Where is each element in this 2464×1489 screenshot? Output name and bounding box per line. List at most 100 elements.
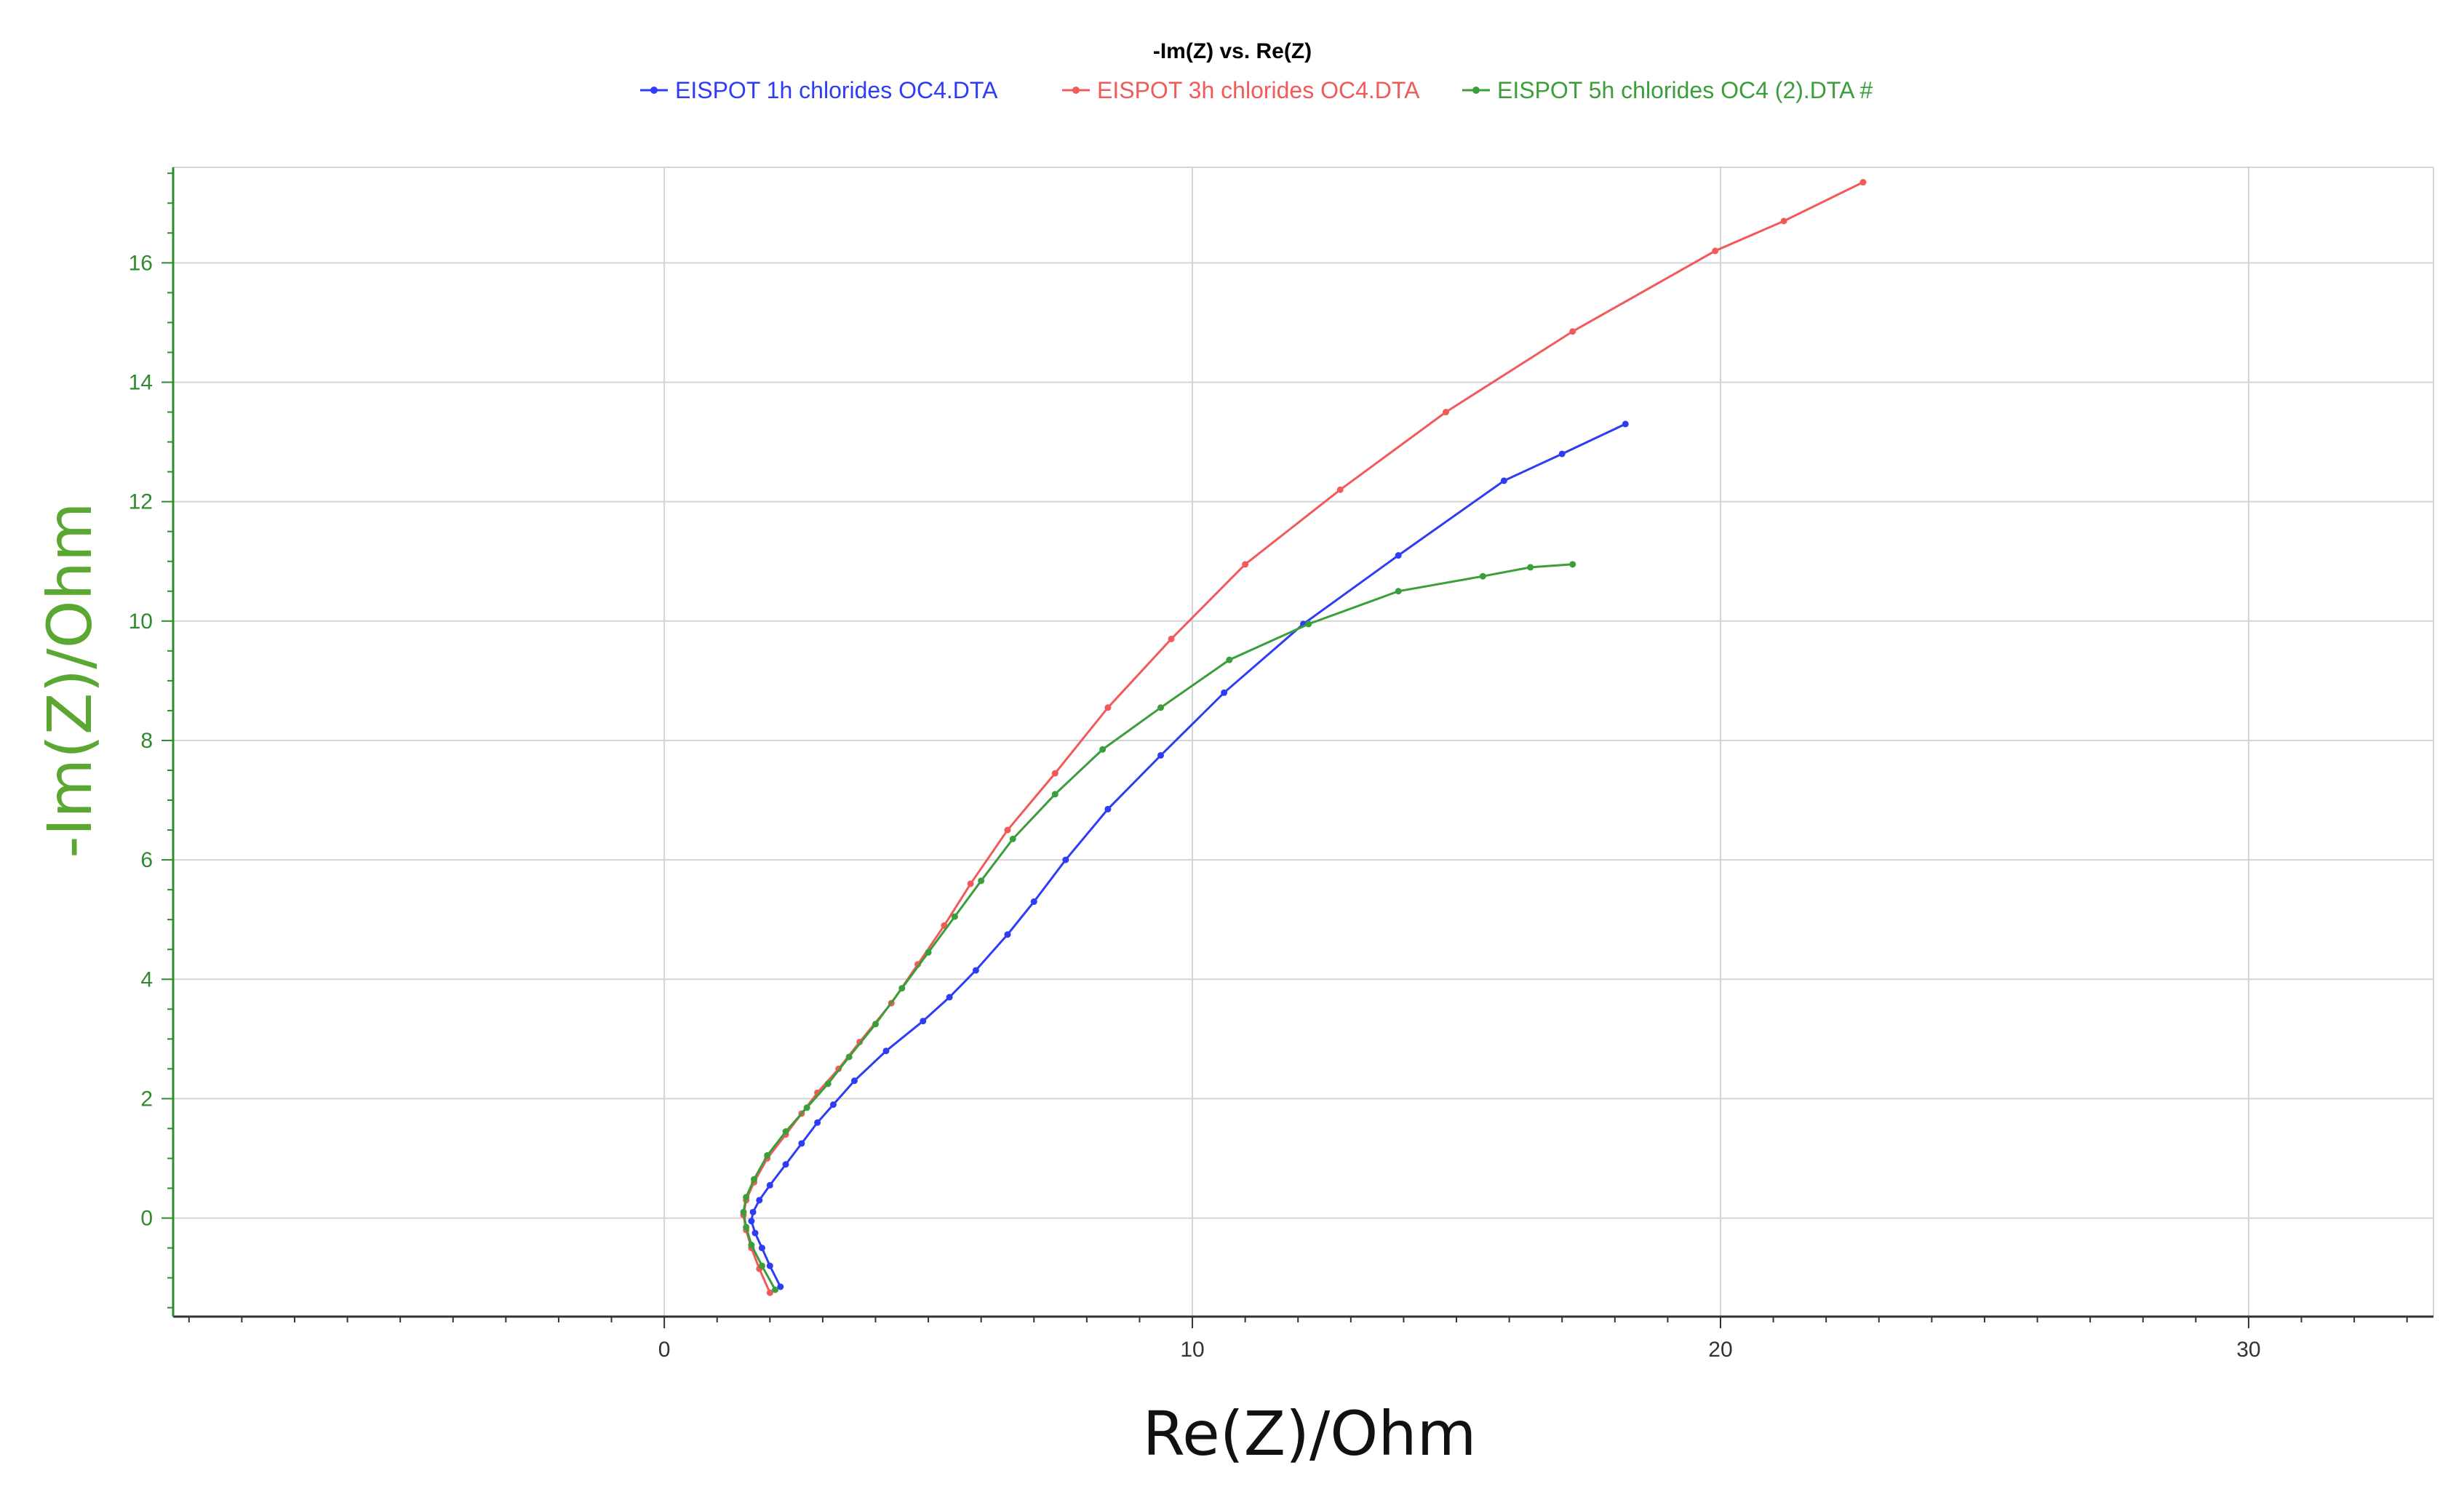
data-point bbox=[814, 1119, 821, 1126]
legend-item: EISPOT 3h chlorides OC4.DTA bbox=[1062, 77, 1420, 103]
chart-title: -Im(Z) vs. Re(Z) bbox=[1153, 39, 1312, 63]
data-point bbox=[1030, 898, 1037, 906]
data-point bbox=[748, 1218, 755, 1225]
series-layer bbox=[740, 179, 1867, 1296]
legend-marker bbox=[1072, 87, 1080, 94]
data-point bbox=[972, 967, 979, 974]
data-point bbox=[751, 1175, 758, 1183]
data-point bbox=[1500, 477, 1507, 484]
data-point bbox=[1157, 704, 1164, 711]
data-point bbox=[782, 1128, 789, 1135]
data-point bbox=[1527, 564, 1534, 571]
data-point bbox=[758, 1262, 765, 1269]
data-point bbox=[951, 913, 958, 920]
data-point bbox=[1062, 856, 1069, 863]
data-point bbox=[845, 1053, 853, 1061]
data-point bbox=[1051, 770, 1058, 777]
x-tick-label: 20 bbox=[1708, 1338, 1732, 1362]
x-axis-label: Re(Z)/Ohm bbox=[1143, 1398, 1477, 1469]
data-point bbox=[967, 880, 974, 887]
data-point bbox=[1104, 704, 1112, 711]
y-axis-label: -Im(Z)/Ohm bbox=[34, 502, 105, 858]
y-tick-label: 14 bbox=[129, 370, 153, 394]
y-tick-label: 4 bbox=[140, 967, 153, 991]
x-tick-labels: 0 10 20 30 bbox=[658, 1338, 2261, 1362]
data-point bbox=[766, 1289, 773, 1296]
data-point bbox=[748, 1242, 755, 1249]
y-tick-label: 6 bbox=[140, 848, 153, 872]
data-point bbox=[1104, 805, 1112, 813]
data-point bbox=[1569, 328, 1576, 335]
data-point bbox=[872, 1021, 879, 1028]
data-point bbox=[782, 1161, 789, 1168]
data-point bbox=[772, 1286, 779, 1293]
legend-label: EISPOT 5h chlorides OC4 (2).DTA # bbox=[1497, 77, 1873, 103]
y-tick-label: 10 bbox=[129, 610, 153, 634]
y-tick-label: 8 bbox=[140, 729, 153, 753]
data-point bbox=[946, 994, 953, 1001]
data-point bbox=[824, 1080, 832, 1087]
data-point bbox=[1157, 751, 1164, 759]
data-point bbox=[850, 1077, 858, 1085]
data-point bbox=[740, 1208, 747, 1215]
data-point bbox=[743, 1223, 750, 1231]
x-tick-label: 10 bbox=[1180, 1338, 1204, 1362]
data-point bbox=[758, 1245, 765, 1252]
data-point bbox=[829, 1101, 837, 1109]
data-point bbox=[1569, 561, 1576, 568]
legend-item: EISPOT 5h chlorides OC4 (2).DTA # bbox=[1462, 77, 1873, 103]
data-point bbox=[1004, 931, 1011, 938]
data-point bbox=[1226, 656, 1233, 663]
data-point bbox=[1004, 826, 1011, 834]
data-point bbox=[920, 1018, 927, 1025]
legend-label: EISPOT 1h chlorides OC4.DTA bbox=[675, 77, 998, 103]
x-tick-label: 0 bbox=[658, 1338, 671, 1362]
legend-marker bbox=[650, 87, 658, 94]
data-point bbox=[1859, 179, 1867, 186]
data-point bbox=[751, 1229, 759, 1237]
data-point bbox=[1168, 635, 1175, 642]
data-point bbox=[1622, 420, 1629, 428]
data-point bbox=[898, 985, 906, 992]
series-line bbox=[750, 423, 1626, 1288]
y-tick-label: 12 bbox=[129, 490, 153, 514]
legend-marker bbox=[1472, 87, 1480, 94]
data-point bbox=[1443, 409, 1450, 416]
data-point bbox=[766, 1262, 773, 1269]
data-point bbox=[1099, 746, 1107, 753]
data-point bbox=[777, 1283, 784, 1290]
y-tick-label: 16 bbox=[129, 251, 153, 275]
data-point bbox=[1221, 689, 1228, 696]
data-point bbox=[1051, 791, 1058, 798]
data-point bbox=[1305, 620, 1312, 628]
axes bbox=[162, 167, 2433, 1328]
x-tick-label: 30 bbox=[2236, 1338, 2260, 1362]
series-3 bbox=[740, 561, 1576, 1293]
data-point bbox=[1242, 561, 1249, 568]
legend: EISPOT 1h chlorides OC4.DTA EISPOT 3h chl… bbox=[640, 77, 1873, 103]
data-point bbox=[1558, 450, 1566, 458]
legend-label: EISPOT 3h chlorides OC4.DTA bbox=[1097, 77, 1420, 103]
data-point bbox=[798, 1140, 805, 1147]
data-point bbox=[1395, 588, 1402, 595]
data-point bbox=[882, 1047, 890, 1055]
data-point bbox=[925, 949, 932, 956]
series-1 bbox=[748, 420, 1629, 1290]
data-point bbox=[1712, 247, 1719, 255]
data-point bbox=[1780, 217, 1787, 225]
data-point bbox=[803, 1104, 810, 1111]
data-point bbox=[749, 1208, 757, 1215]
grid-lines bbox=[173, 167, 2434, 1317]
data-point bbox=[1395, 552, 1402, 559]
data-point bbox=[1336, 486, 1344, 493]
data-point bbox=[764, 1151, 771, 1159]
data-point bbox=[978, 877, 985, 885]
data-point bbox=[766, 1181, 773, 1189]
data-point bbox=[1009, 835, 1016, 842]
data-point bbox=[743, 1194, 750, 1201]
data-point bbox=[1479, 572, 1486, 580]
y-tick-label: 2 bbox=[140, 1087, 153, 1111]
y-tick-label: 0 bbox=[140, 1207, 153, 1231]
y-tick-labels: 0 2 4 6 8 10 12 14 16 bbox=[129, 251, 153, 1230]
